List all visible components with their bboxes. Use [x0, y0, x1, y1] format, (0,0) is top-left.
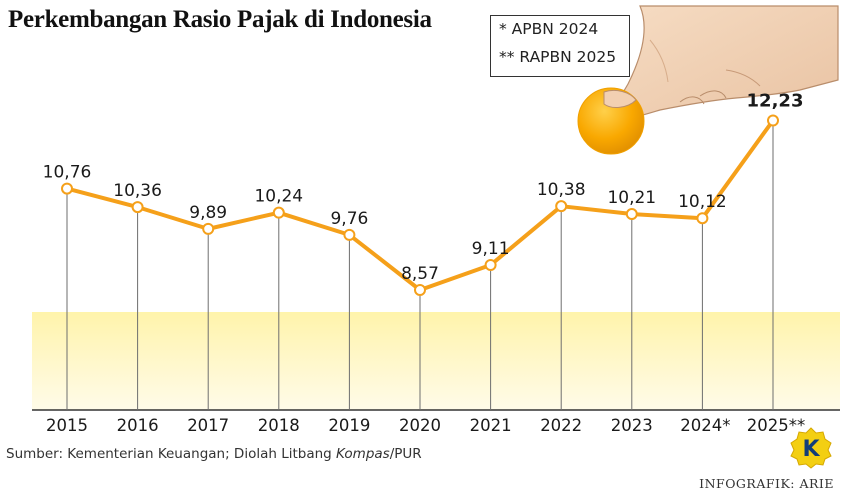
plot-band — [32, 312, 840, 410]
value-label-2016: 10,36 — [113, 181, 162, 201]
value-label-2024: 10,12 — [678, 192, 727, 212]
hand-holding-coin-icon — [577, 5, 839, 155]
data-point-2021 — [484, 258, 497, 271]
chart-title: Perkembangan Rasio Pajak di Indonesia — [8, 6, 432, 33]
kompas-logo-icon: K — [790, 427, 832, 469]
value-label-2019: 9,76 — [330, 209, 368, 229]
x-tick-label-2020: 2020 — [399, 416, 441, 435]
data-point-2019 — [343, 228, 356, 241]
source-note: Sumber: Kementerian Keuangan; Diolah Lit… — [6, 446, 422, 462]
chart-layer: 10,76 10,36 9,89 10,24 9,76 8,57 9,11 10,38 10,2… — [32, 91, 840, 435]
notes-box: * APBN 2024 ** RAPBN 2025 — [490, 15, 630, 77]
x-tick-label-2021: 2021 — [470, 416, 512, 435]
data-point-2015 — [61, 182, 73, 195]
data-point-2020 — [414, 284, 426, 296]
value-label-2015: 10,76 — [43, 163, 92, 183]
data-point-2024 — [696, 212, 709, 225]
infographic-credit: INFOGRAFIK: ARIE — [699, 476, 834, 491]
x-tick-label-2016: 2016 — [117, 416, 159, 435]
data-point-2023 — [625, 208, 638, 221]
value-label-2018: 10,24 — [254, 187, 303, 207]
note-rapbn-2025: ** RAPBN 2025 — [499, 48, 617, 66]
value-label-2017: 9,89 — [189, 203, 227, 223]
value-label-2020: 8,57 — [401, 264, 439, 284]
source-italic: Kompas — [336, 446, 390, 462]
data-point-2017 — [202, 222, 215, 235]
value-label-2022: 10,38 — [537, 180, 586, 200]
value-label-2021: 9,11 — [472, 239, 510, 259]
x-tick-label-2025: 2025** — [747, 416, 806, 435]
data-point-2025 — [767, 114, 779, 127]
x-tick-label-2015: 2015 — [46, 416, 88, 435]
x-tick-label-2023: 2023 — [611, 416, 653, 435]
x-tick-label-2024: 2024* — [680, 416, 730, 435]
x-tick-label-2017: 2017 — [187, 416, 229, 435]
value-label-2023: 10,21 — [607, 188, 656, 208]
value-label-2025: 12,23 — [747, 91, 804, 112]
x-tick-label-2022: 2022 — [540, 416, 582, 435]
note-apbn-2024: * APBN 2024 — [499, 20, 599, 38]
x-tick-label-2018: 2018 — [258, 416, 300, 435]
source-prefix: Sumber: Kementerian Keuangan; Diolah Lit… — [6, 446, 337, 462]
logo-letter: K — [802, 437, 820, 462]
x-tick-label-2019: 2019 — [328, 416, 370, 435]
data-point-2016 — [131, 201, 144, 214]
data-point-2022 — [555, 200, 568, 213]
data-point-2018 — [272, 206, 285, 219]
source-suffix: /PUR — [389, 446, 422, 462]
